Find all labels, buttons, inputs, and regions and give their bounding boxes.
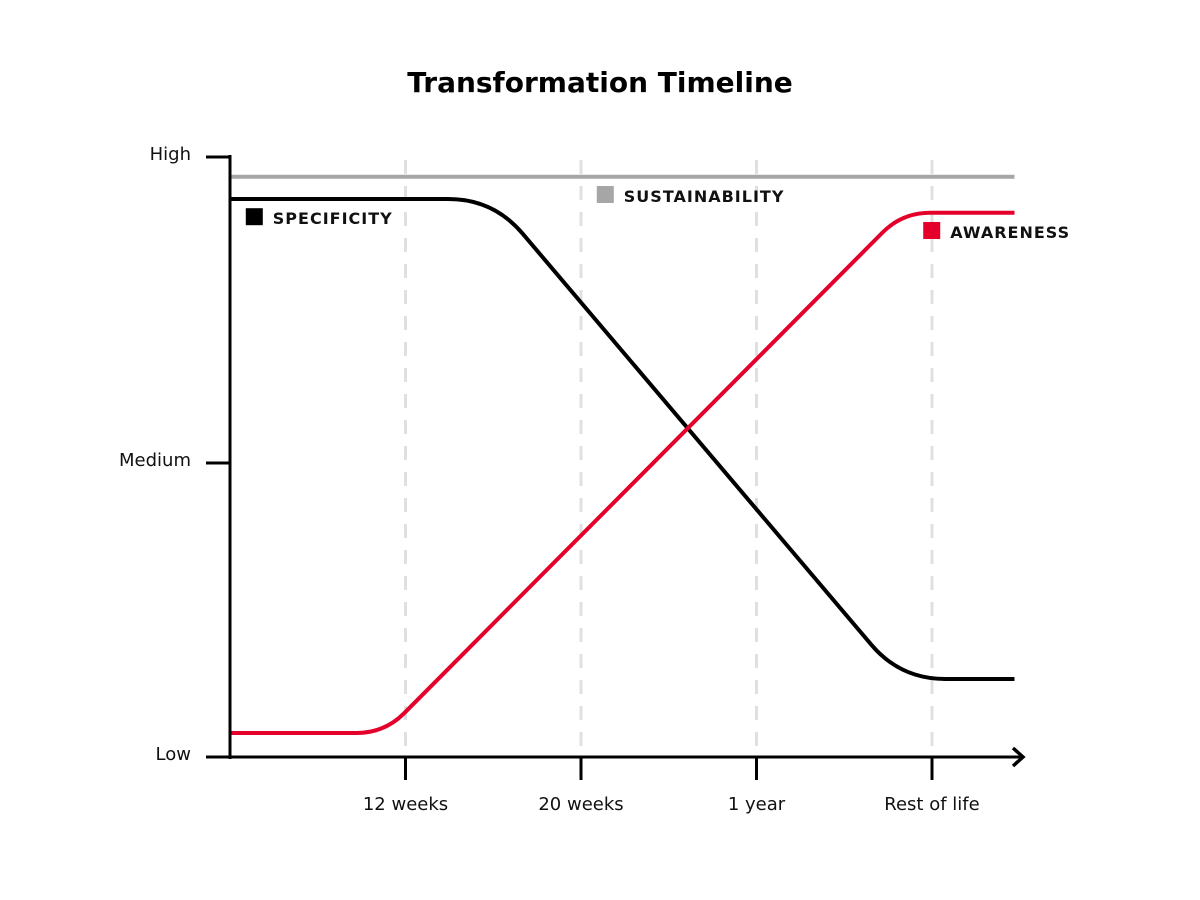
y-tick-label: Medium [119,450,191,471]
grid [404,160,934,757]
chart-title: Transformation Timeline [407,66,793,99]
series-line-awareness [230,210,1015,735]
legend-swatch-sustainability [596,186,614,203]
x-tick-label: Rest of life [884,794,979,815]
series-line-specificity [230,197,1015,681]
legend: SUSTAINABILITY SPECIFICITY AWARENESS [245,186,1070,242]
y-tick-label: High [150,144,191,165]
axes [206,155,1026,768]
x-axis-arrow-icon [1011,746,1026,768]
legend-swatch-awareness [923,222,941,239]
legend-label-specificity: SPECIFICITY [273,209,393,228]
legend-swatch-specificity [245,208,263,226]
y-tick-label: Low [156,744,191,765]
ticks: 12 weeks 20 weeks 1 year Rest of life Low Med… [119,144,980,815]
legend-label-awareness: AWARENESS [950,223,1070,242]
x-tick-label: 1 year [728,794,786,815]
x-tick-label: 20 weeks [538,794,623,815]
series-lines [230,174,1015,735]
x-tick-label: 12 weeks [363,794,448,815]
legend-label-sustainability: SUSTAINABILITY [624,187,785,206]
